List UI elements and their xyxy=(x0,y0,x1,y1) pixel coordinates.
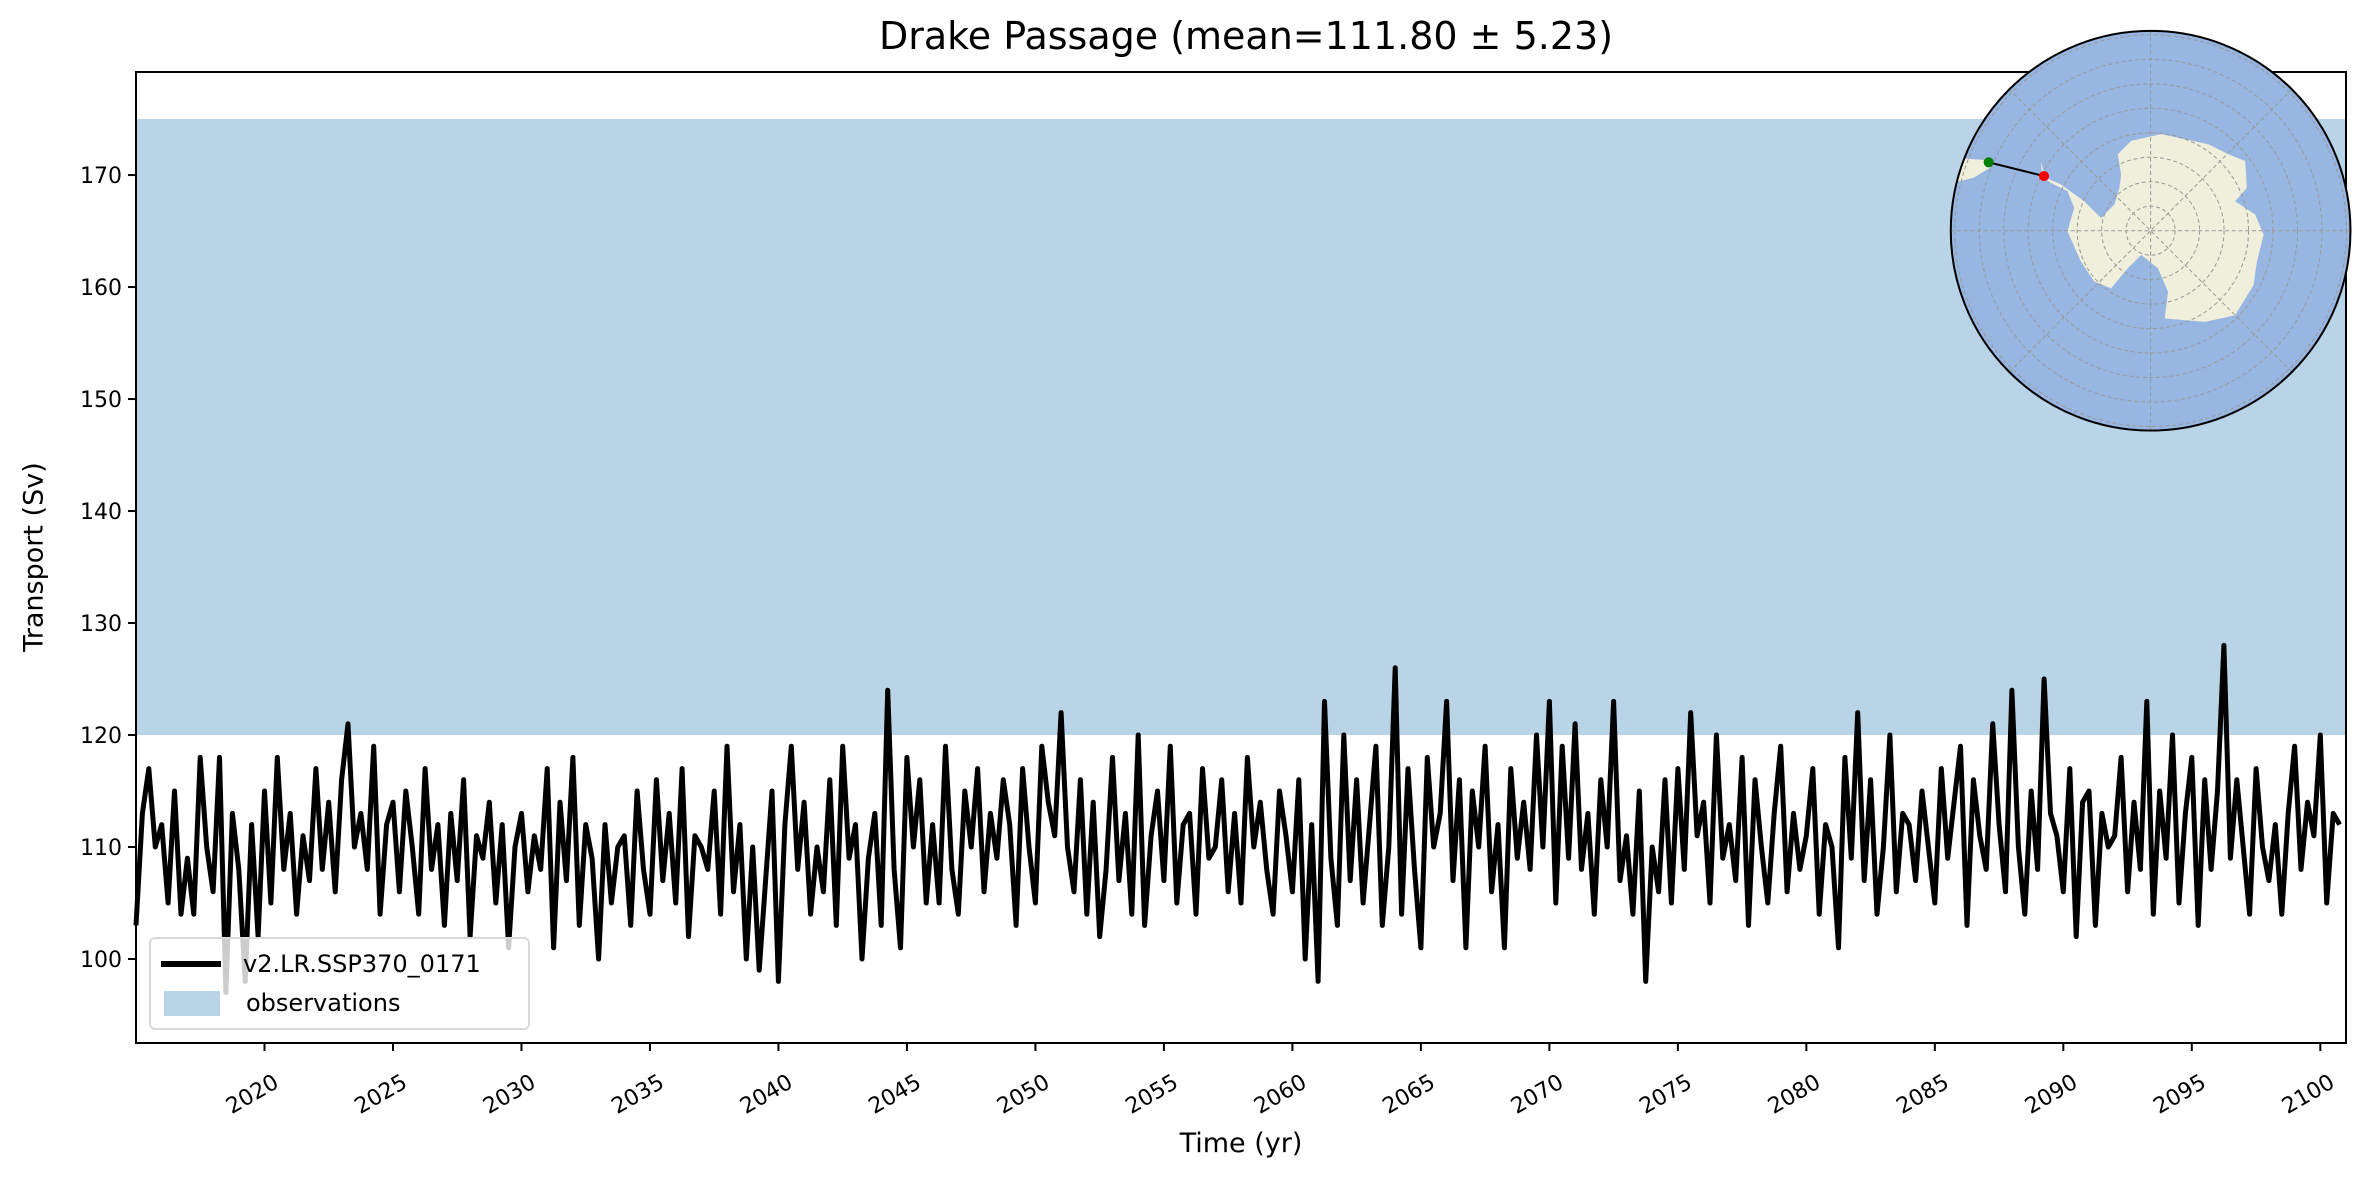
x-tick-label: 2090 xyxy=(2021,1070,2082,1120)
x-tick-label: 2050 xyxy=(993,1070,1054,1120)
x-tick-label: 2025 xyxy=(351,1070,412,1120)
y-tick-label: 110 xyxy=(80,836,122,861)
y-tick-label: 100 xyxy=(80,948,122,973)
series-line xyxy=(133,642,2342,996)
graticule xyxy=(1950,30,2351,431)
x-tick-label: 2100 xyxy=(2278,1070,2339,1120)
y-axis: 100 110 120 130 140 150 160 170 xyxy=(80,164,136,973)
x-axis: 2020 2025 2030 2035 2040 2045 2050 2055 2060 2065… xyxy=(222,1043,2339,1120)
legend-patch-swatch xyxy=(164,990,220,1016)
map-boundary xyxy=(1949,29,2352,432)
x-tick-label: 2055 xyxy=(1122,1070,1183,1120)
legend-item-series: v2.LR.SSP370_0171 xyxy=(161,949,481,979)
section-start-marker xyxy=(1983,157,1994,168)
y-tick-label: 140 xyxy=(80,500,122,525)
x-tick-label: 2060 xyxy=(1250,1070,1311,1120)
y-tick-label: 120 xyxy=(80,724,122,749)
y-tick-label: 150 xyxy=(80,388,122,413)
legend-item-observations: observations xyxy=(161,988,400,1018)
y-tick-label: 130 xyxy=(80,612,122,637)
section-end-marker xyxy=(2038,171,2050,182)
x-tick-label: 2080 xyxy=(1764,1070,1825,1120)
series-line-group xyxy=(133,642,2342,996)
x-tick-label: 2070 xyxy=(1507,1070,1568,1120)
chart-title: Drake Passage (mean=111.80 ± 5.23) xyxy=(878,14,1614,58)
x-tick-label: 2045 xyxy=(865,1070,926,1120)
x-tick-label: 2085 xyxy=(1893,1070,1954,1120)
axes-frame xyxy=(135,71,2347,1044)
y-axis-label: Transport (Sv) xyxy=(18,462,50,652)
x-tick-label: 2020 xyxy=(222,1070,283,1120)
section-line xyxy=(1988,161,2045,178)
legend-line-swatch xyxy=(161,961,221,967)
x-tick-label: 2030 xyxy=(479,1070,540,1120)
x-tick-label: 2075 xyxy=(1636,1070,1697,1120)
x-tick-label: 2035 xyxy=(608,1070,669,1120)
inset-map xyxy=(1949,29,2352,432)
y-tick-label: 160 xyxy=(80,276,122,301)
legend-label-observations: observations xyxy=(246,989,401,1017)
antarctica-landmass xyxy=(2040,134,2264,322)
x-tick-label: 2095 xyxy=(2150,1070,2211,1120)
x-axis-label: Time (yr) xyxy=(1179,1128,1303,1159)
legend-label-series: v2.LR.SSP370_0171 xyxy=(243,950,481,978)
x-tick-label: 2040 xyxy=(736,1070,797,1120)
x-tick-label: 2065 xyxy=(1379,1070,1440,1120)
legend: v2.LR.SSP370_0171 observations xyxy=(149,937,530,1030)
y-tick-label: 170 xyxy=(80,164,122,189)
